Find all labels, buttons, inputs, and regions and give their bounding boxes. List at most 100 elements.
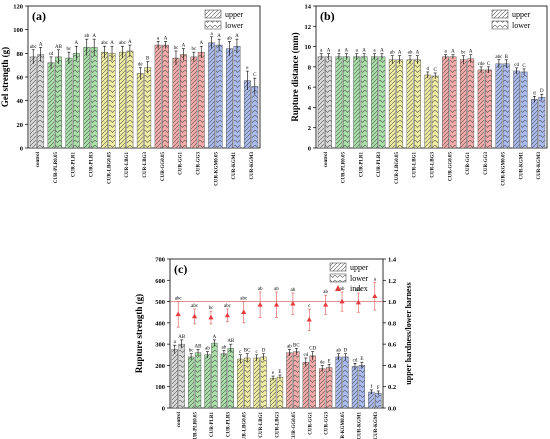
- significance-label-upper: cd: [49, 52, 54, 57]
- bar-lower-hatch: [244, 357, 251, 408]
- y-tick-label: 12: [305, 24, 312, 31]
- index-point: [208, 314, 214, 320]
- category-label: CUR-LBG3: [276, 412, 281, 438]
- y2-tick-label: 0.8: [388, 320, 397, 327]
- bar-lower-hatch: [503, 63, 510, 148]
- bar-lower-hatch: [343, 56, 350, 148]
- significance-label-index: a: [374, 277, 377, 282]
- y2-tick-label: 1.0: [388, 299, 396, 306]
- category-label: CUR-PLR0.05: [342, 152, 347, 184]
- significance-label-lower: BC: [244, 349, 251, 354]
- y-tick-label: 60: [17, 75, 24, 82]
- legend-swatch-index: [335, 285, 341, 291]
- significance-label-index: ab: [323, 290, 328, 295]
- bar-upper-hatch: [442, 56, 449, 148]
- category-label: CUR-GG3: [325, 412, 330, 435]
- significance-label-upper: e: [272, 371, 275, 376]
- legend-label-lower: lower: [512, 21, 531, 30]
- bar-upper-hatch: [119, 52, 126, 148]
- y2-tick-label: 0.0: [388, 406, 396, 413]
- significance-label-lower: A: [469, 50, 473, 55]
- bar-upper-hatch: [65, 58, 73, 148]
- bar-upper-hatch: [101, 52, 108, 148]
- significance-label-lower: AB: [227, 339, 235, 344]
- y2-tick-label: 0.6: [388, 342, 397, 349]
- bar-upper-hatch: [371, 56, 378, 148]
- y-tick-label: 600: [155, 278, 165, 285]
- bar-lower-hatch: [432, 75, 439, 148]
- significance-label-lower: D: [540, 89, 544, 94]
- bar-lower-hatch: [342, 356, 349, 408]
- y-tick-label: 0: [308, 146, 311, 153]
- bar-upper-hatch: [171, 349, 178, 408]
- legend-swatch-lower: [329, 273, 347, 283]
- index-point: [241, 309, 247, 315]
- index-point: [257, 301, 263, 307]
- significance-label-upper: de: [138, 63, 144, 68]
- significance-label-upper: a: [373, 49, 376, 54]
- panel-label: (a): [32, 9, 46, 23]
- significance-label-upper: a: [356, 49, 359, 54]
- plot-frame: [169, 258, 384, 409]
- significance-label-lower: AB: [195, 344, 203, 349]
- significance-label-upper: bc: [191, 47, 197, 52]
- bar-lower-hatch: [293, 351, 300, 408]
- category-label: CUR-LBG1: [413, 152, 418, 178]
- bar-upper-hatch: [319, 368, 326, 408]
- y-tick-label: 500: [155, 299, 165, 306]
- bar-upper-hatch: [368, 392, 375, 408]
- category-label: CUR-LBG3: [431, 152, 436, 178]
- category-label: CUR-KGM1: [357, 412, 362, 439]
- bar-lower-hatch: [178, 344, 185, 408]
- bar-lower-hatch: [538, 97, 546, 148]
- bar-lower-hatch: [325, 56, 332, 148]
- significance-label-upper: d: [427, 67, 430, 72]
- y-tick-label: 14: [305, 4, 312, 11]
- category-label: CUR-PLR0.05: [194, 412, 199, 439]
- significance-label-upper: e: [246, 66, 249, 71]
- significance-label-upper: ab: [222, 346, 227, 351]
- bar-upper-hatch: [190, 56, 198, 149]
- y2-tick-label: 0.4: [388, 363, 397, 370]
- significance-label-upper: c: [256, 350, 259, 355]
- bar-upper-hatch: [220, 353, 227, 408]
- significance-label-upper: a: [444, 50, 447, 55]
- significance-label-lower: A: [217, 34, 221, 39]
- bar-upper-hatch: [204, 354, 211, 408]
- significance-label-lower: BC: [293, 343, 300, 348]
- index-point: [355, 299, 362, 305]
- significance-label-upper: a: [174, 340, 177, 345]
- significance-label-index: ab: [258, 287, 263, 292]
- significance-label-lower: A: [362, 49, 366, 54]
- significance-label-upper: cde: [478, 62, 486, 67]
- significance-label-lower: C: [487, 62, 491, 67]
- significance-label-lower: A: [164, 37, 168, 42]
- panel-a: 0 20 40 60 80 100 120 Gel strength (g) (a) upper l…: [0, 4, 261, 186]
- significance-label-lower: C: [253, 73, 257, 78]
- bar-lower-hatch: [375, 393, 382, 408]
- significance-label-upper: abc: [119, 41, 127, 46]
- significance-label-lower: AB: [55, 45, 63, 50]
- significance-label-lower: C: [522, 64, 526, 69]
- y-axis-label: Rupture strength (g): [134, 294, 144, 373]
- y-tick-label: 100: [13, 27, 23, 34]
- significance-label-lower: A: [199, 41, 203, 46]
- bar-upper-hatch: [253, 357, 260, 408]
- significance-label-upper: de: [320, 360, 326, 365]
- significance-label-index: ab: [356, 288, 361, 293]
- bar-upper-hatch: [188, 356, 195, 408]
- y-tick-label: 10: [305, 44, 312, 51]
- category-label: CUR-GG1: [308, 412, 313, 435]
- bar-lower-hatch: [251, 86, 259, 148]
- category-label: CUR-KGM0.05: [341, 412, 346, 439]
- significance-label-lower: B: [505, 55, 509, 60]
- category-label: CUR-LBG3: [143, 152, 148, 178]
- panel-b: 0 2 4 6 8 10 12 14 Rupture distance (mm) (b) upper…: [290, 4, 548, 186]
- significance-label-upper: abc: [495, 55, 503, 60]
- bar-lower-hatch: [520, 71, 528, 148]
- bar-upper-hatch: [172, 58, 180, 148]
- bar-upper-hatch: [237, 359, 244, 408]
- legend-swatch-upper: [329, 262, 347, 272]
- bar-lower-hatch: [90, 47, 98, 148]
- category-label: CUR-GG0.05: [448, 152, 453, 182]
